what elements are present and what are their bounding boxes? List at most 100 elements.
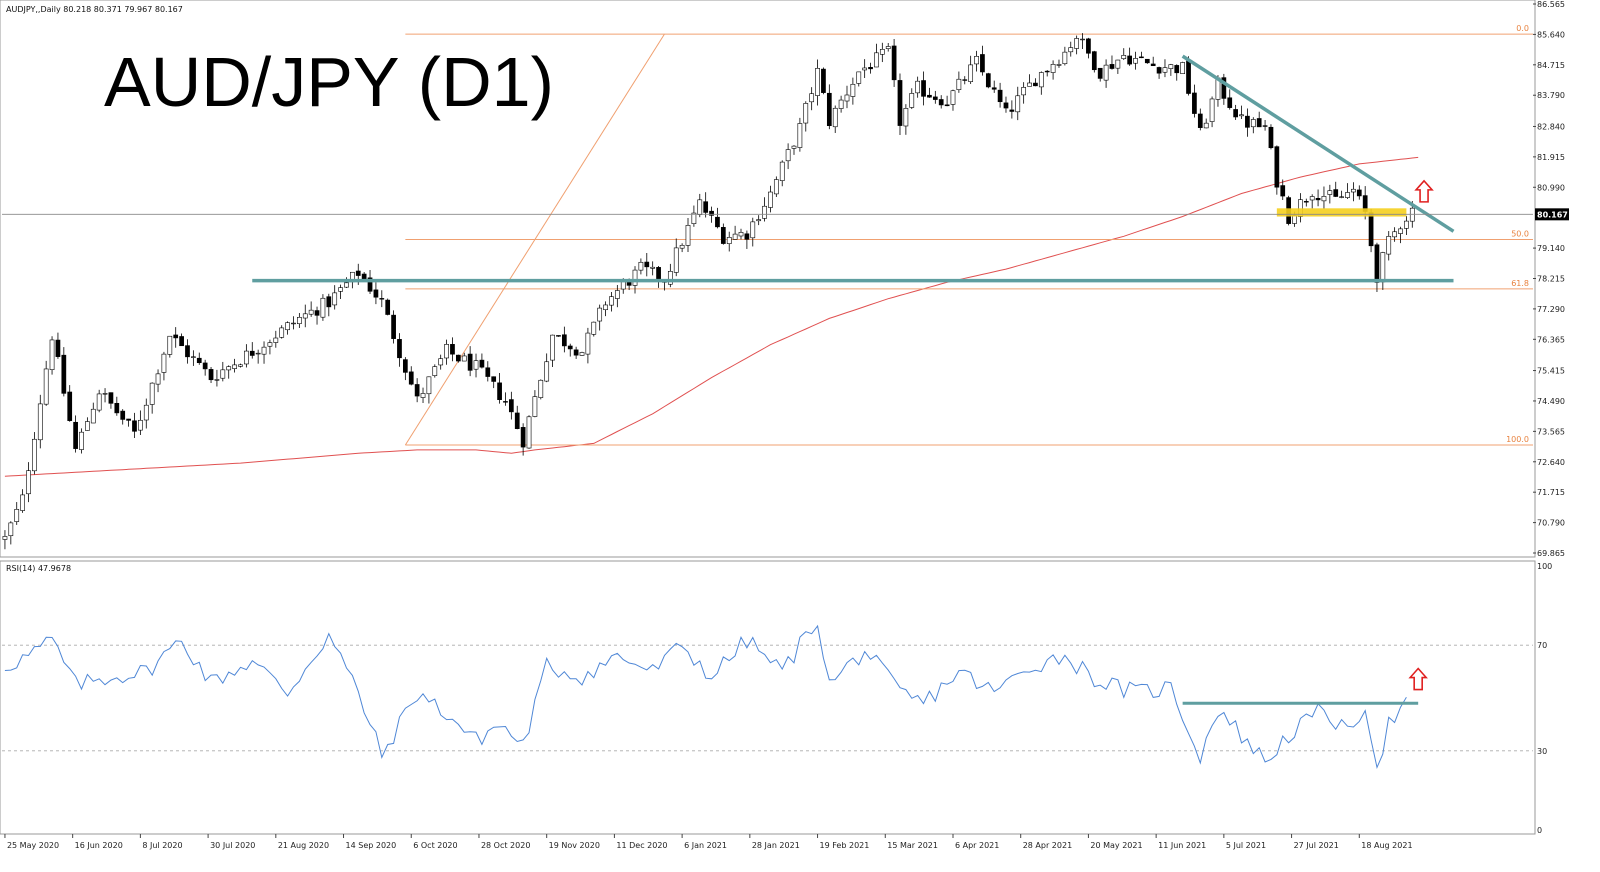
candle [102,388,108,403]
candle [485,361,491,382]
rsi-layer: 100 70 30 0 [2,562,1552,835]
x-tick-label: 28 Apr 2021 [1023,841,1072,850]
candle [226,365,232,379]
ma-layer [4,156,1419,477]
candle [803,101,809,132]
candle [1351,182,1356,202]
candle [249,342,255,359]
candle [985,72,991,89]
candle [1044,70,1050,77]
y-tick-label: 83.790 [1537,91,1565,100]
candle [791,145,797,155]
candle [344,277,349,289]
candle [927,87,932,98]
candle [444,339,449,365]
current-price-label: 80.167 [1537,210,1568,219]
candle [768,185,773,213]
fib-layer: 0.0 50.0 61.8 100.0 [404,24,1533,446]
candle [326,293,332,317]
candle [567,343,573,357]
candle [544,353,550,383]
candle [715,207,720,229]
candle [591,321,597,337]
candle [909,88,915,110]
candle [108,392,114,409]
candle [732,225,738,240]
candle [673,238,679,277]
candle [667,263,673,288]
x-tick-label: 20 May 2021 [1090,841,1142,850]
candle [526,415,532,449]
fib-level-label: 50.0 [1511,230,1529,239]
candle [2,530,8,550]
candle [297,313,302,328]
candle [915,76,921,98]
candle [338,284,343,300]
candle [809,87,815,111]
candle [1321,186,1327,209]
candle [479,353,485,369]
candle [756,215,762,226]
candle [974,50,979,72]
x-tick-label: 6 Oct 2020 [413,841,457,850]
candle [679,243,685,253]
candle [1097,67,1103,82]
candle [26,462,31,503]
candle [1021,82,1027,104]
candle [220,361,226,382]
resistance-zone [1276,208,1407,217]
candle [520,423,526,456]
candle [1398,226,1403,244]
x-tick-label: 27 Jul 2021 [1294,841,1339,850]
candle [314,306,320,325]
y-tick-label: 81.915 [1537,153,1565,162]
candle [703,192,709,218]
candle [1003,96,1009,113]
y-tick-label: 70.790 [1537,519,1565,528]
candle [1333,181,1339,198]
candle [238,363,243,368]
candle [868,62,873,74]
candle [1074,35,1080,55]
candle [1015,86,1021,121]
candle [550,334,555,368]
candle [1256,111,1262,128]
candle [1268,124,1274,150]
candle [191,350,196,366]
x-tick-label: 19 Feb 2021 [820,841,870,850]
candle [420,387,426,404]
candle [1168,63,1174,76]
candle [1192,84,1197,118]
candle [1197,108,1203,131]
candle [738,228,744,240]
rsi-tick-label: 100 [1537,562,1552,571]
candle [279,325,285,339]
y-tick-label: 73.565 [1537,427,1565,436]
x-tick-label: 28 Jan 2021 [752,841,800,850]
candle [1309,194,1315,209]
candle [1127,47,1133,66]
candle [1180,61,1185,74]
candle [856,71,862,87]
candle [862,59,868,79]
candle [1339,190,1344,199]
candle [149,382,155,414]
candle [1121,48,1127,61]
candle [573,346,579,359]
y-tick-label: 76.365 [1537,335,1565,344]
candle [232,358,237,373]
candle [991,80,997,93]
x-tick-label: 5 Jul 2021 [1226,841,1266,850]
candle [1133,51,1138,70]
candle [1174,64,1180,81]
candle [1144,58,1150,64]
candle [603,301,608,317]
candle [726,231,732,252]
candle [43,360,49,406]
candle [821,67,826,95]
y-tick-label: 82.840 [1537,122,1565,131]
candle [826,84,832,130]
candle [1027,74,1032,87]
candle [980,45,985,76]
candle [432,364,438,378]
